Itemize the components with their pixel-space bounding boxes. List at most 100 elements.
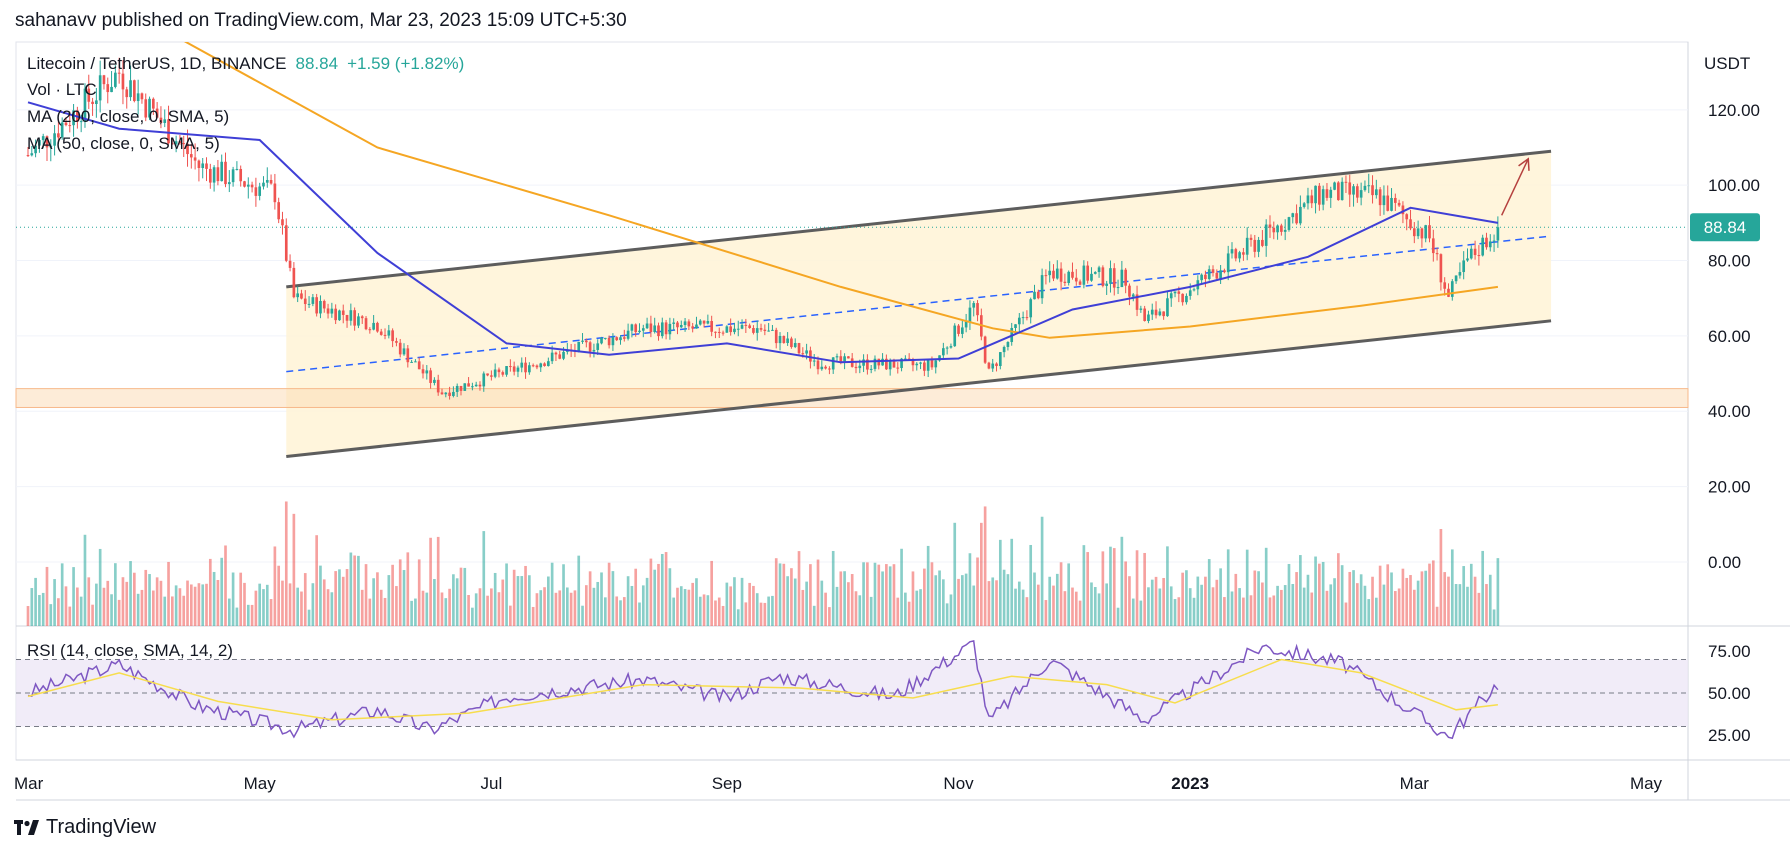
candle-body — [1469, 248, 1473, 259]
volume-bar — [1466, 586, 1469, 626]
candle-body — [866, 359, 869, 370]
candle-body — [1356, 186, 1359, 198]
volume-bar — [452, 574, 455, 626]
volume-bar — [178, 588, 182, 626]
candle-body — [227, 182, 231, 185]
candle-body — [516, 367, 520, 372]
candle-body — [942, 348, 945, 356]
volume-bar — [1337, 553, 1340, 626]
candle-body — [341, 310, 345, 315]
time-axis[interactable]: Mar May Jul Sep Nov 2023 Mar May — [14, 774, 1663, 793]
candle-body — [584, 340, 588, 343]
volume-bar — [600, 572, 603, 626]
price-axis[interactable]: 120.00 100.00 80.00 60.00 40.00 20.00 0.00 75.0… — [1708, 101, 1760, 745]
volume-bar — [1344, 602, 1348, 626]
candle-body — [281, 219, 284, 226]
rsi-line — [27, 639, 1499, 740]
candle-body — [1397, 202, 1401, 206]
candles[interactable] — [26, 57, 1500, 400]
rsi-pane[interactable] — [16, 639, 1688, 740]
volume-bar — [866, 562, 869, 626]
volume-bar — [520, 576, 524, 626]
volume-bar — [490, 588, 493, 626]
volume-bar — [1454, 584, 1458, 626]
volume-bar — [258, 583, 262, 626]
candle-body — [1200, 274, 1203, 281]
volume-bar — [847, 582, 850, 626]
candle-body — [1173, 291, 1177, 294]
volume-bar — [1090, 582, 1093, 626]
volume-bar — [1162, 577, 1165, 626]
candle-body — [953, 325, 957, 347]
volume-bar — [1021, 589, 1025, 626]
volume-bar — [76, 587, 79, 626]
volume-bar — [1215, 579, 1219, 626]
volume-bar — [809, 564, 812, 626]
rsi-tick-label: 25.00 — [1708, 726, 1751, 745]
time-tick-label: Sep — [712, 774, 742, 793]
candle-body — [1291, 213, 1295, 218]
candle-body — [319, 300, 322, 314]
volume-bar — [1135, 550, 1139, 626]
volume-bar — [235, 607, 239, 626]
volume-bar — [869, 596, 873, 626]
volume-bar — [653, 569, 657, 626]
price-pane[interactable] — [15, 35, 1689, 458]
price-tick-label: 0.00 — [1708, 553, 1741, 572]
volume-bar — [1238, 588, 1241, 626]
candle-body — [554, 352, 558, 355]
candle-body — [387, 330, 391, 336]
volume-bar — [987, 581, 991, 626]
volume-bar — [1356, 583, 1359, 626]
candle-body — [57, 133, 60, 138]
candle-body — [1162, 311, 1165, 317]
volume-bar — [672, 597, 676, 626]
candle-body — [641, 328, 645, 331]
volume-bar — [1249, 595, 1253, 626]
candle-body — [793, 343, 797, 348]
candle-body — [581, 340, 584, 342]
candle-body — [1431, 238, 1435, 254]
candle-body — [991, 363, 995, 369]
candle-body — [1420, 228, 1424, 239]
candle-body — [216, 167, 220, 182]
volume-bar — [1416, 580, 1420, 626]
volume-bar — [524, 565, 527, 626]
candle-body — [717, 331, 721, 333]
candle-body — [30, 153, 34, 156]
tradingview-logo[interactable]: TradingView — [14, 816, 156, 839]
candle-body — [1306, 195, 1310, 204]
candle-body — [357, 316, 360, 326]
volume-bar — [562, 564, 565, 626]
candle-body — [619, 337, 622, 341]
volume-bar — [584, 585, 588, 626]
volume-bar — [755, 593, 759, 626]
candle-body — [1120, 269, 1124, 288]
candle-body — [1314, 185, 1317, 204]
volume-bar — [1010, 538, 1014, 626]
candle-body — [1033, 291, 1036, 300]
ma50-legend: MA (50, close, 0, SMA, 5) — [27, 134, 220, 153]
volume-bar — [1409, 575, 1412, 626]
candle-body — [133, 80, 136, 102]
candle-body — [1055, 268, 1059, 279]
volume-bar — [824, 592, 827, 626]
volume-bar — [1340, 565, 1344, 626]
volume-bar — [227, 598, 231, 626]
candle-body — [414, 361, 417, 363]
volume-bar — [721, 605, 725, 626]
volume-bar — [79, 596, 83, 626]
volume-bar — [231, 572, 235, 626]
candle-body — [95, 100, 98, 105]
volume-bar — [509, 605, 512, 626]
candle-body — [243, 181, 246, 187]
candle-body — [1363, 185, 1367, 191]
candle-body — [1371, 185, 1374, 196]
candle-body — [630, 324, 634, 331]
volume-bar — [106, 580, 110, 626]
volume-bar — [1014, 588, 1017, 626]
candle-body — [406, 348, 410, 363]
candle-body — [1344, 181, 1348, 183]
volume-bar — [1348, 571, 1352, 626]
